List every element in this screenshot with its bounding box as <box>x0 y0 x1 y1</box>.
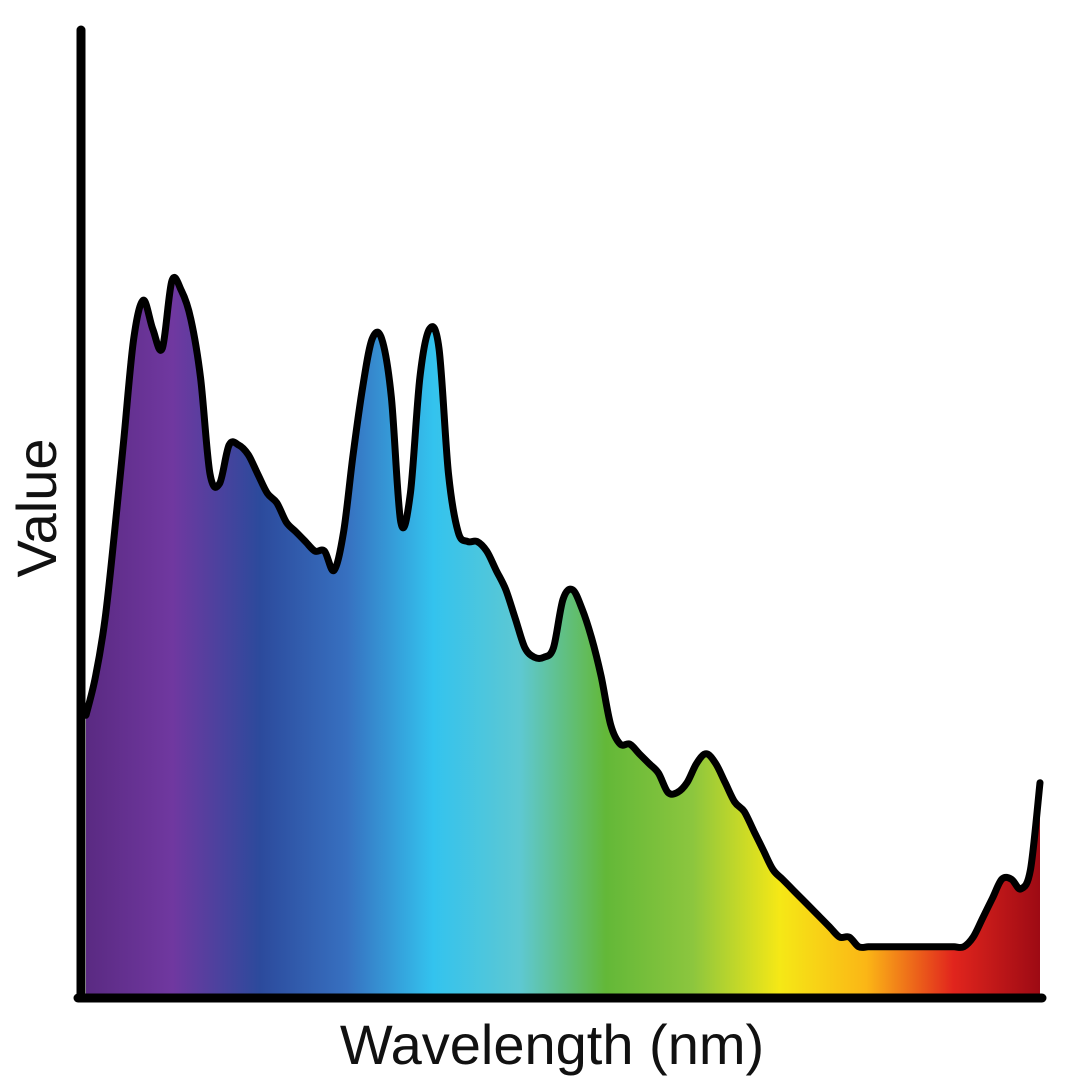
spectrum-area <box>86 277 1040 995</box>
spectrum-curve <box>82 273 1044 952</box>
x-axis-title: Wavelength (nm) <box>340 1013 764 1076</box>
y-axis-title: Value <box>5 438 68 577</box>
